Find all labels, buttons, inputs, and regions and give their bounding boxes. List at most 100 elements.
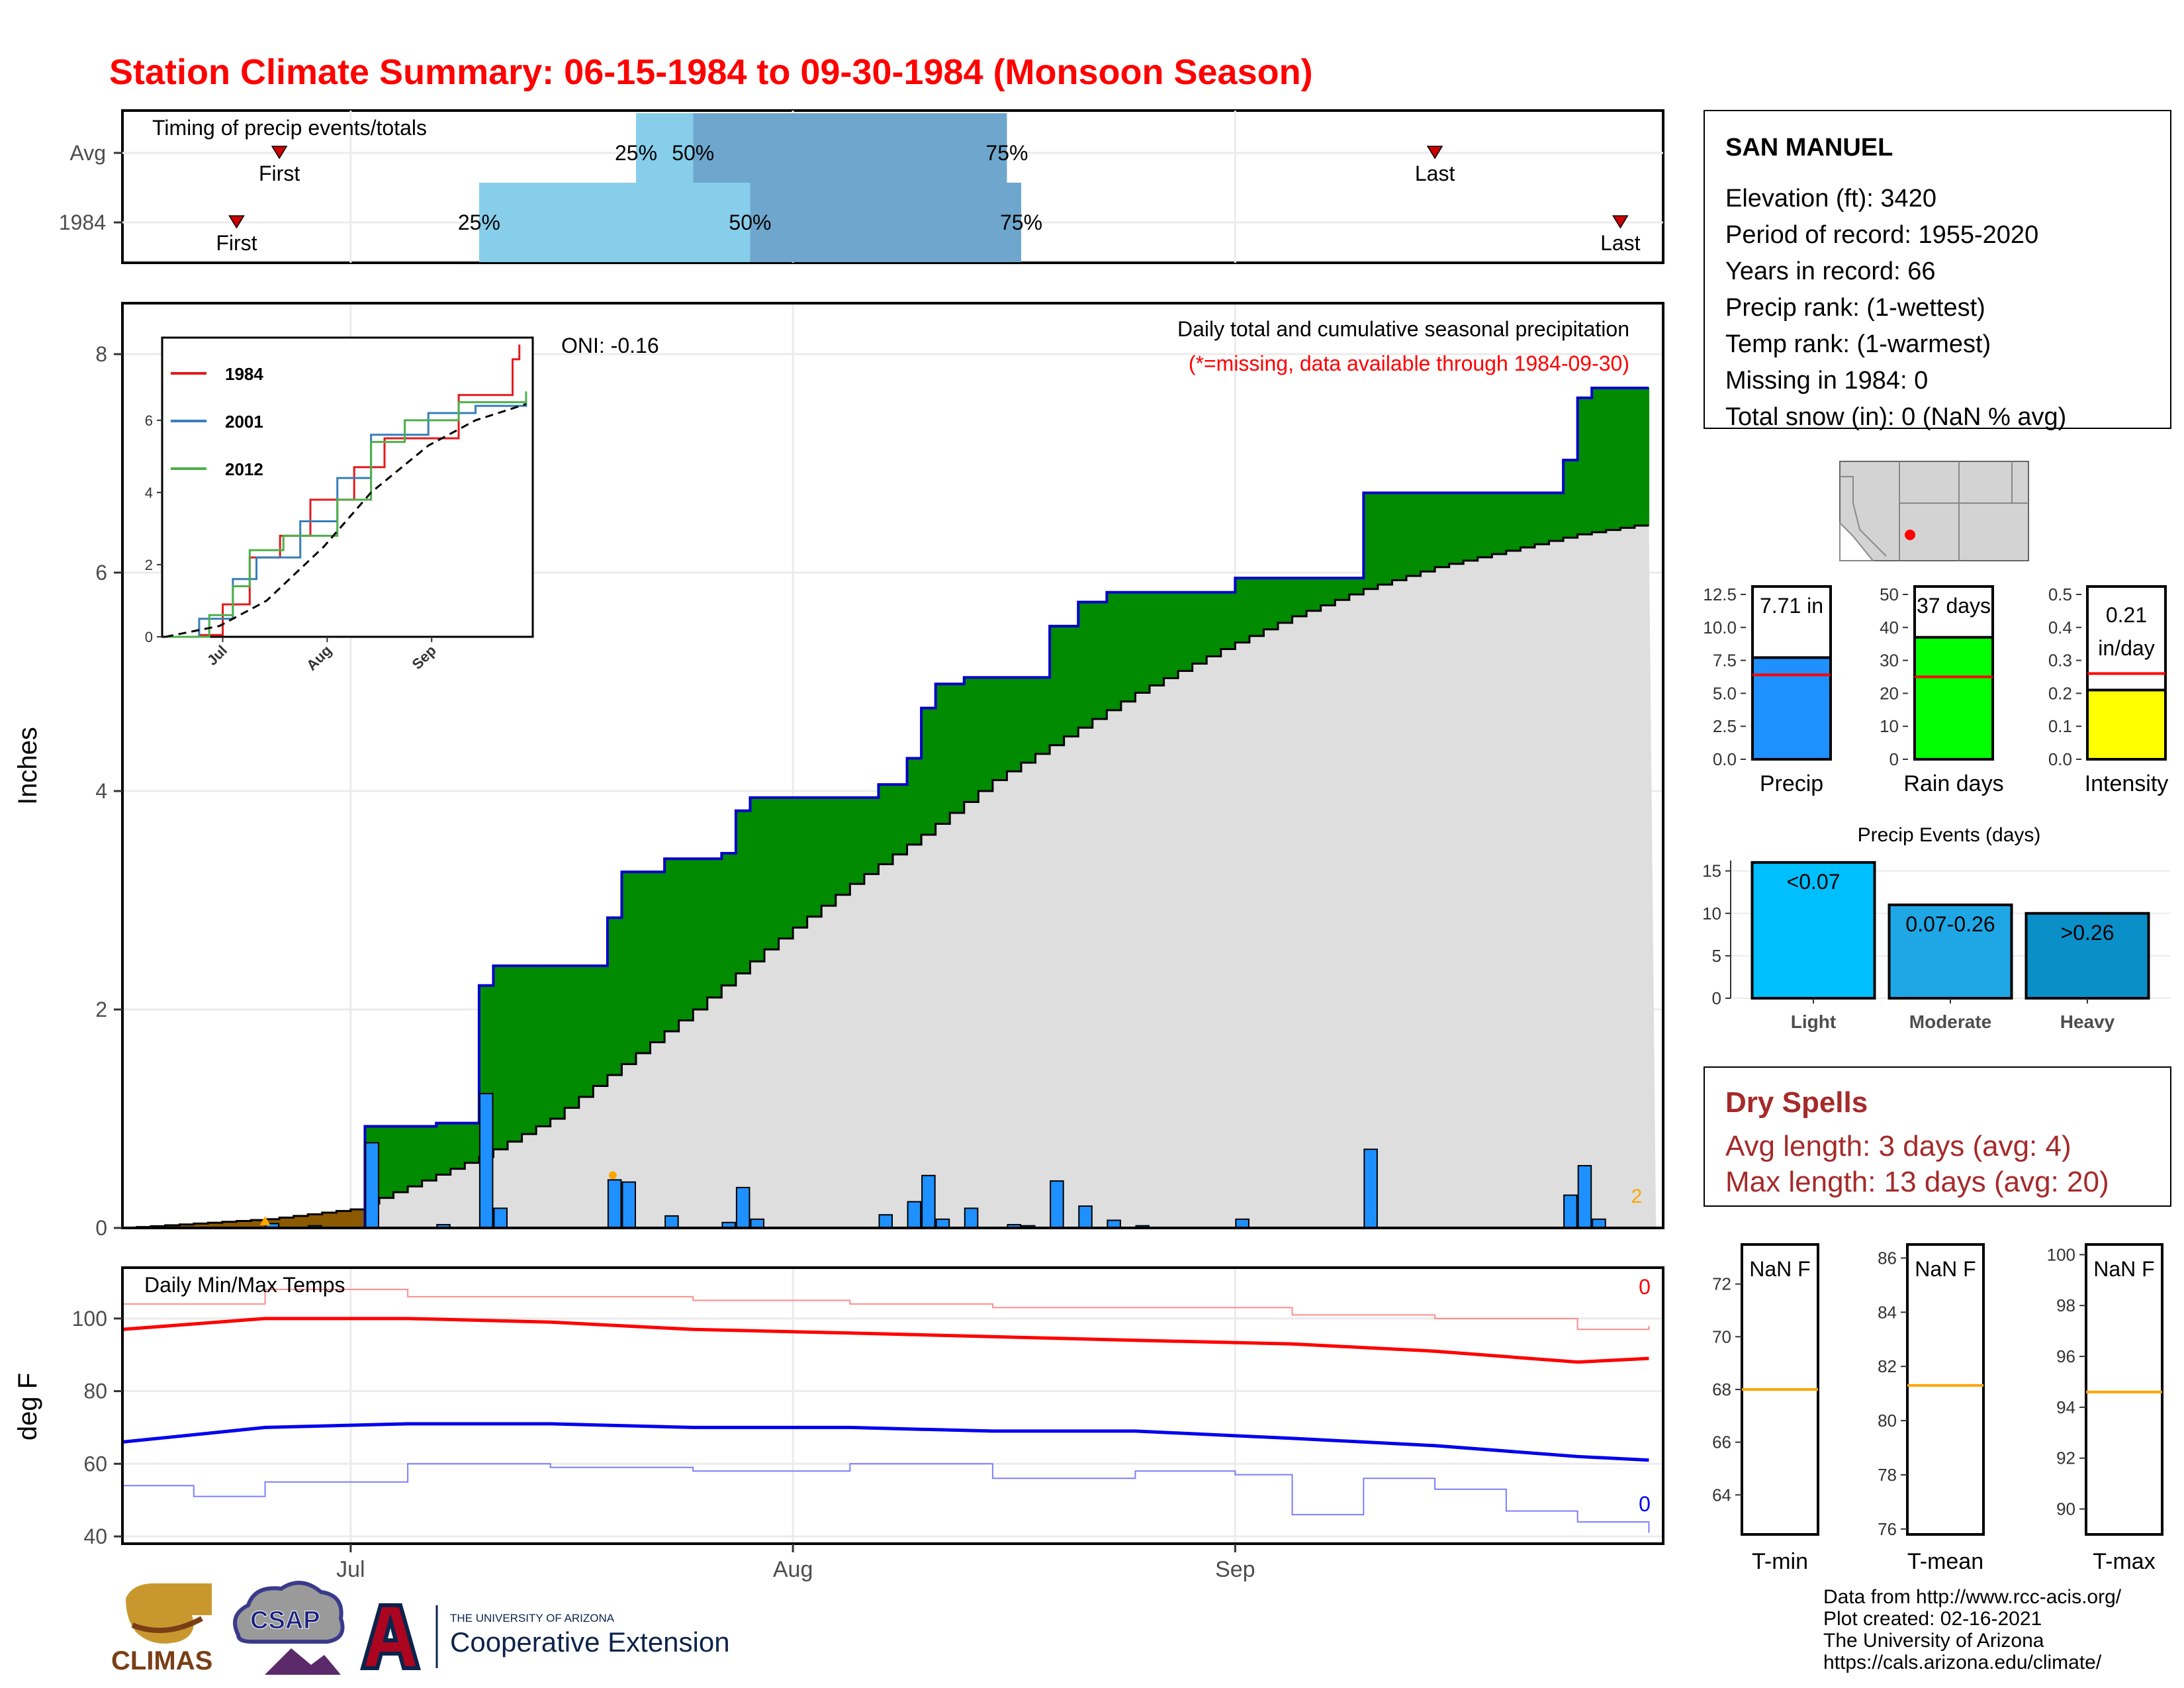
temp-min-missing: 0 (1639, 1492, 1651, 1516)
timing-last-marker-1984 (1612, 215, 1629, 229)
precip-surplus-band (508, 966, 523, 1142)
precip-surplus-band (436, 1123, 451, 1175)
precip-average-area (122, 526, 1657, 1228)
precip-surplus-band (550, 966, 565, 1119)
temperature-summary-boxes: NaN F 64 66 68 70 72 T-min NaN F 76 78 80 82 84 86 T-m… (1712, 1243, 2163, 1574)
inset-frame (161, 336, 534, 638)
precip-surplus-band (1220, 592, 1236, 649)
timing-first-marker-avg (271, 146, 288, 160)
temp-ytick-label-0: 40 (83, 1524, 107, 1548)
summary-value-2-b: in/day (2098, 636, 2154, 660)
precip-surplus-band (1263, 578, 1279, 630)
page-title: Station Climate Summary: 06-15-1984 to 0… (109, 52, 1313, 92)
temp-box-label-1: T-mean (1907, 1549, 1983, 1574)
precip-deficit-band (251, 1220, 266, 1228)
timing-last-label-1984: Last (1600, 231, 1641, 255)
precip-surplus-band (1377, 492, 1393, 585)
precip-surplus-band (1349, 578, 1364, 594)
summary-ytick-label-0-1: 2.5 (1713, 716, 1737, 736)
inset-ytick-label-0: 0 (145, 629, 153, 645)
precip-deficit-band (322, 1212, 337, 1228)
events-ytick-label-2: 10 (1702, 904, 1721, 923)
precip-surplus-band (1163, 592, 1179, 679)
temp-box-ytick-label-0-2: 68 (1712, 1380, 1731, 1399)
ua-block-a-icon (360, 1603, 421, 1670)
timing-panel: 25% 50% 75% First Last 25% 50% 75% First Last Tim… (59, 109, 1664, 264)
precip-daily-bar (1577, 1164, 1592, 1229)
date-x-axis: Jul Aug Sep (336, 1544, 1255, 1582)
precip-surplus-band (1150, 592, 1165, 686)
temp-panel-label: Daily Min/Max Temps (144, 1273, 345, 1297)
x-tick-label-0: Jul (336, 1557, 365, 1582)
temp-box-ytick-label-0-4: 72 (1712, 1274, 1731, 1294)
events-bar-label-0: <0.07 (1787, 870, 1841, 894)
precip-surplus-band (935, 684, 950, 824)
precip-surplus-band (807, 797, 822, 917)
precip-surplus-band (522, 966, 537, 1135)
precip-surplus-band (1035, 677, 1050, 754)
summary-bar-intensity (2086, 688, 2167, 761)
temp-box-ytick-label-1-2: 80 (1878, 1411, 1897, 1430)
timing-bar-50-75-1984 (750, 183, 1021, 262)
precip-surplus-band (793, 797, 808, 928)
precip-surplus-band (1064, 626, 1079, 737)
precip-surplus-band (693, 859, 708, 1009)
inset-legend: 1984 2001 2012 (171, 364, 263, 479)
precip-surplus-band (536, 966, 551, 1127)
temp-panel-frame (122, 1268, 1663, 1544)
precip-ytick-label-2: 4 (95, 779, 107, 803)
precip-surplus-band (1120, 592, 1136, 702)
locator-map (1839, 461, 2029, 561)
temp-box-ytick-label-2-5: 100 (2047, 1244, 2075, 1264)
precip-surplus-band (1007, 677, 1022, 772)
precip-surplus-band (764, 797, 780, 950)
csap-wordmark: CSAP (250, 1607, 320, 1634)
csap-cloud-icon (233, 1581, 345, 1644)
summary-ytick-label-0-4: 10.0 (1703, 618, 1737, 637)
timing-first-label-avg: First (259, 162, 300, 185)
station-line-temp-rank: Temp rank: (1-warmest) (1725, 330, 1991, 358)
station-box-frame (1704, 110, 2171, 429)
events-category-0: Light (1791, 1011, 1836, 1032)
precip-panel: 0 2 4 6 8 Inches Daily total and cumulative … (13, 302, 1664, 1240)
temp-box-value-2: NaN F (2093, 1257, 2154, 1281)
footer-line-created: Plot created: 02-16-2021 (1823, 1608, 2042, 1630)
precip-surplus-band (1420, 492, 1435, 572)
precip-panel-subtitle: (*=missing, data available through 1984-… (1189, 352, 1629, 375)
precip-surplus-band (636, 872, 651, 1053)
inset-average-dashed-line (165, 402, 527, 638)
ua-cooperative-extension: Cooperative Extension (450, 1626, 730, 1658)
summary-ytick-label-2-3: 0.3 (2048, 651, 2072, 671)
precip-deficit-band (350, 1209, 366, 1228)
precip-ytick-label-3: 6 (95, 561, 107, 585)
station-line-snow: Total snow (in): 0 (NaN % avg) (1725, 403, 2066, 431)
summary-value-0: 7.71 in (1760, 594, 1823, 618)
station-info-box: SAN MANUEL Elevation (ft): 3420 Period o… (1704, 110, 2171, 431)
summary-ytick-label-1-2: 20 (1880, 683, 1899, 703)
precip-observed-line (122, 387, 1649, 1229)
events-chart: 0 5 10 15 <0.07 Light 0.07-0.26 Moderate >0.26 He… (1702, 861, 2171, 1032)
precip-surplus-band (465, 1123, 480, 1163)
temp-box-value-0: NaN F (1749, 1257, 1810, 1281)
timing-pct-25-avg: 25% (615, 141, 657, 165)
precip-deficit-band (193, 1223, 208, 1228)
precip-surplus-band (493, 966, 508, 1150)
precip-daily-bar (1363, 1149, 1378, 1229)
temp-box-ytick-label-2-2: 94 (2056, 1397, 2075, 1417)
inset-series-line-2012 (165, 391, 527, 638)
temp-lines (122, 1288, 1650, 1533)
map-state-borders (1840, 461, 2028, 561)
precip-daily-bar (878, 1214, 893, 1229)
precip-surplus-band (1107, 592, 1122, 710)
summary-ytick-label-2-4: 0.4 (2048, 618, 2072, 637)
summary-label-0: Precip (1760, 771, 1823, 796)
summary-ytick-label-2-2: 0.2 (2048, 683, 2072, 703)
events-category-1: Moderate (1909, 1011, 1991, 1032)
missing-marker-icon (259, 1216, 271, 1225)
events-ytick-label-3: 15 (1702, 861, 1721, 881)
temp-box-frame-2 (2085, 1243, 2163, 1536)
university-of-arizona-logo: THE UNIVERSITY OF ARIZONA Cooperative Ex… (360, 1603, 730, 1670)
temp-box-ytick-label-1-4: 84 (1878, 1302, 1897, 1322)
precip-surplus-band (422, 1126, 437, 1181)
precip-surplus-band (1549, 492, 1564, 541)
